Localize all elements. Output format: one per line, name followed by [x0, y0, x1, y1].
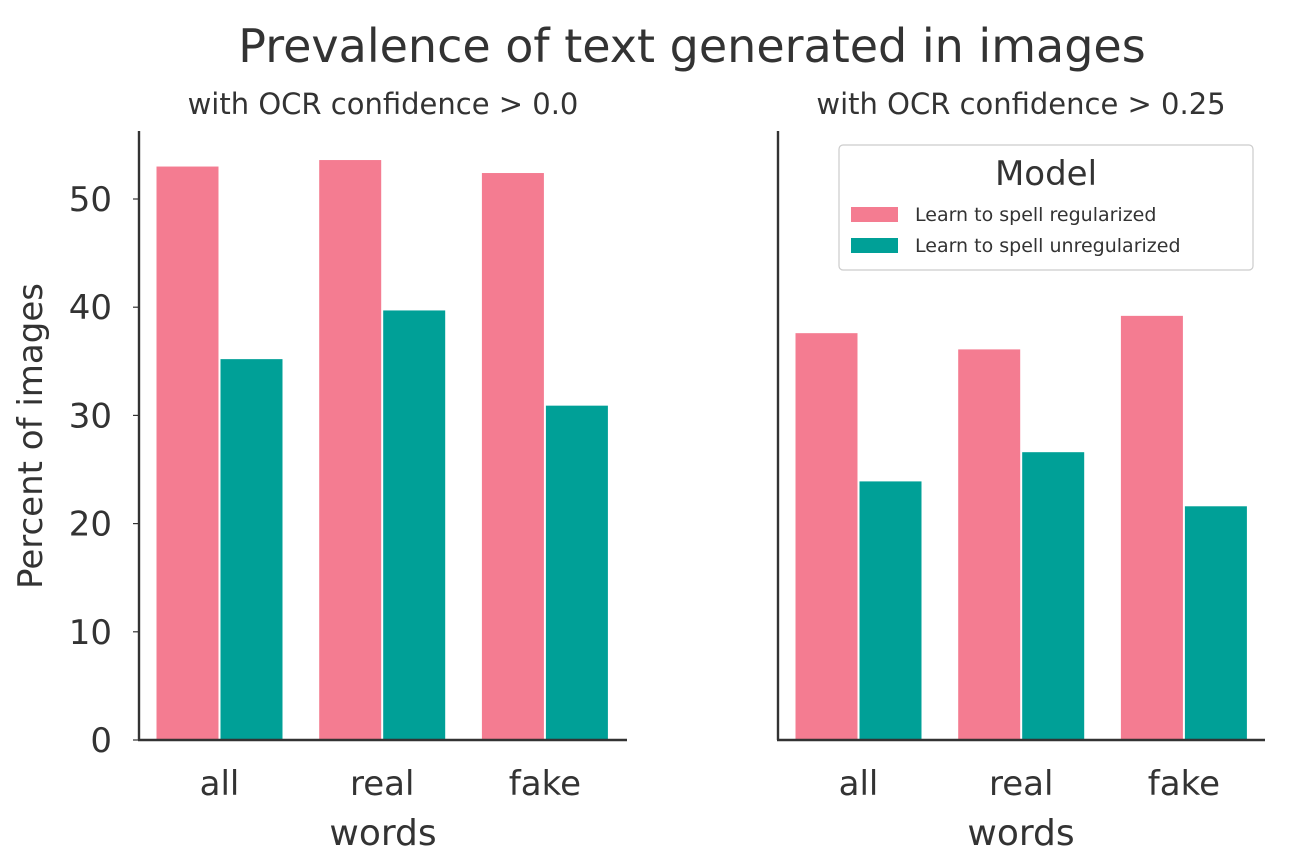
panel-left: with OCR confidence > 0.0 0 10 20 30 40 50 al…	[69, 87, 627, 854]
legend-entry-regularized: Learn to spell regularized	[915, 204, 1156, 226]
chart-title: Prevalence of text generated in images	[238, 19, 1145, 73]
x-tick-label-left-real: real	[350, 764, 414, 804]
y-tick-label-0: 0	[90, 721, 112, 761]
bar-right-all-unregularized	[859, 481, 922, 740]
x-tick-label-left-fake: fake	[509, 764, 581, 804]
bar-left-real-unregularized	[383, 310, 446, 740]
bar-left-all-regularized	[156, 166, 219, 741]
bar-right-fake-regularized	[1120, 315, 1183, 740]
bar-left-all-unregularized	[220, 359, 283, 740]
legend: Model Learn to spell regularized Learn t…	[838, 144, 1254, 271]
bar-right-real-unregularized	[1022, 452, 1085, 740]
legend-title: Model	[995, 154, 1097, 194]
y-tick-label-40: 40	[69, 288, 112, 328]
bar-right-fake-unregularized	[1184, 506, 1247, 740]
panel-subtitle-left: with OCR confidence > 0.0	[188, 87, 579, 121]
panel-subtitle-right: with OCR confidence > 0.25	[816, 87, 1225, 121]
legend-swatch-unregularized	[851, 238, 898, 253]
bar-left-real-regularized	[319, 160, 382, 741]
bars-left	[156, 160, 608, 741]
bar-right-real-regularized	[958, 349, 1021, 740]
x-ticks-right: all real fake	[839, 764, 1220, 804]
x-axis-label-left: words	[329, 813, 436, 854]
bar-right-all-regularized	[795, 333, 858, 740]
y-axis-label: Percent of images	[11, 283, 51, 589]
bar-left-fake-regularized	[481, 173, 544, 741]
y-tick-label-10: 10	[69, 613, 112, 653]
legend-box	[838, 144, 1254, 271]
panel-right: with OCR confidence > 0.25 all real fake w…	[776, 87, 1265, 854]
y-tick-label-50: 50	[69, 180, 112, 220]
x-tick-label-right-all: all	[839, 764, 879, 804]
y-ticks-left: 0 10 20 30 40 50	[69, 180, 139, 761]
y-tick-label-30: 30	[69, 396, 112, 436]
x-tick-label-right-real: real	[989, 764, 1053, 804]
legend-entry-unregularized: Learn to spell unregularized	[915, 235, 1181, 257]
legend-swatch-regularized	[851, 207, 898, 222]
x-tick-label-right-fake: fake	[1148, 764, 1220, 804]
bars-right	[795, 315, 1247, 740]
bar-left-fake-unregularized	[545, 405, 608, 740]
y-tick-label-20: 20	[69, 505, 112, 545]
x-axis-label-right: words	[967, 813, 1074, 854]
x-tick-label-left-all: all	[200, 764, 240, 804]
x-ticks-left: all real fake	[200, 764, 581, 804]
